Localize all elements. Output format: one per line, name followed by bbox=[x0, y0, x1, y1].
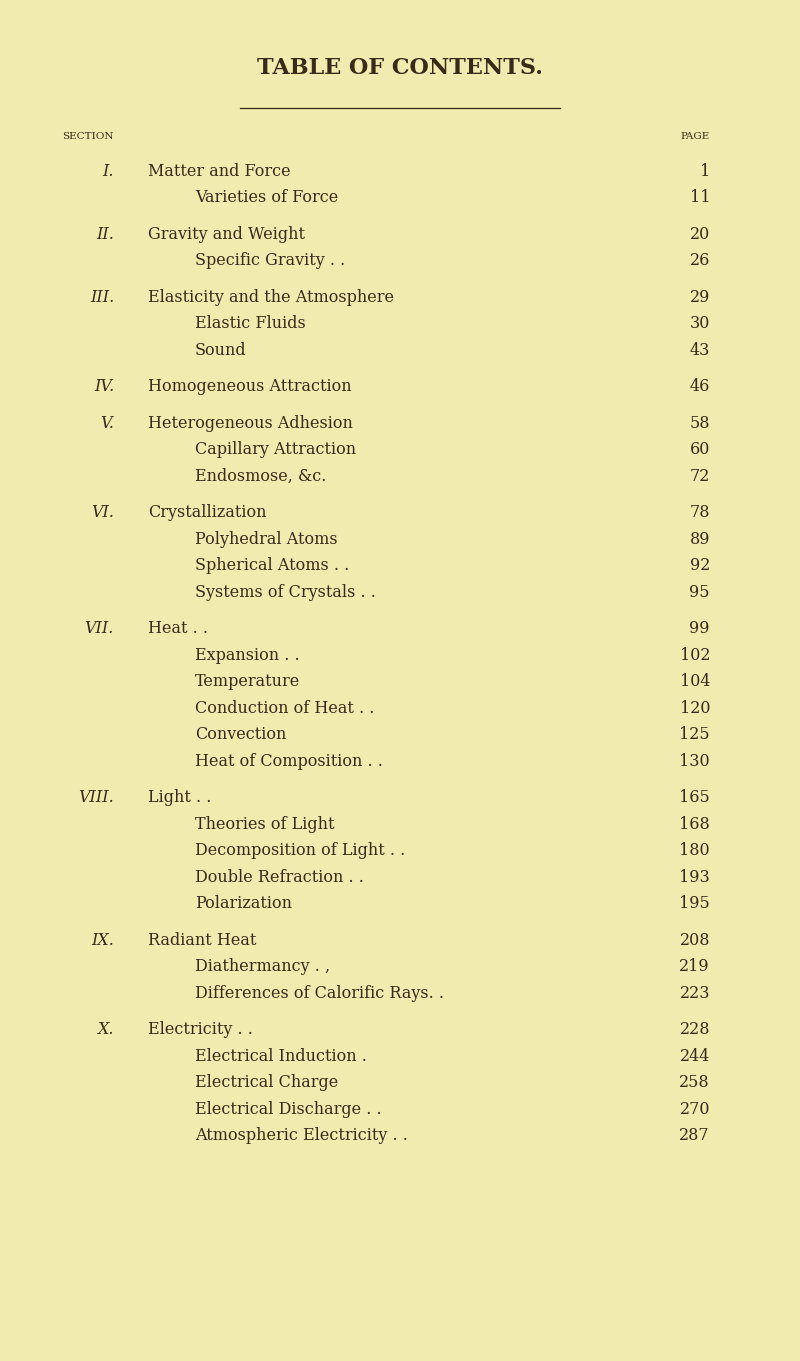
Text: Electrical Discharge . .: Electrical Discharge . . bbox=[195, 1101, 382, 1117]
Text: Atmospheric Electricity . .: Atmospheric Electricity . . bbox=[195, 1127, 408, 1145]
Text: V.: V. bbox=[100, 415, 114, 431]
Text: X.: X. bbox=[98, 1021, 114, 1038]
Text: 1: 1 bbox=[700, 163, 710, 180]
Text: TABLE OF CONTENTS.: TABLE OF CONTENTS. bbox=[257, 57, 543, 79]
Text: 195: 195 bbox=[679, 896, 710, 912]
Text: 244: 244 bbox=[680, 1048, 710, 1064]
Text: Differences of Calorific Rays. .: Differences of Calorific Rays. . bbox=[195, 985, 444, 1002]
Text: 228: 228 bbox=[679, 1021, 710, 1038]
Text: Homogeneous Attraction: Homogeneous Attraction bbox=[148, 378, 352, 395]
Text: 180: 180 bbox=[679, 842, 710, 859]
Text: Gravity and Weight: Gravity and Weight bbox=[148, 226, 305, 242]
Text: 219: 219 bbox=[679, 958, 710, 976]
Text: VI.: VI. bbox=[91, 504, 114, 521]
Text: Temperature: Temperature bbox=[195, 674, 300, 690]
Text: 60: 60 bbox=[690, 441, 710, 459]
Text: 30: 30 bbox=[690, 316, 710, 332]
Text: 11: 11 bbox=[690, 189, 710, 207]
Text: Theories of Light: Theories of Light bbox=[195, 815, 334, 833]
Text: 120: 120 bbox=[679, 700, 710, 717]
Text: Radiant Heat: Radiant Heat bbox=[148, 932, 256, 949]
Text: Polyhedral Atoms: Polyhedral Atoms bbox=[195, 531, 338, 547]
Text: 125: 125 bbox=[679, 727, 710, 743]
Text: Polarization: Polarization bbox=[195, 896, 292, 912]
Text: Heat . .: Heat . . bbox=[148, 621, 208, 637]
Text: Elastic Fluids: Elastic Fluids bbox=[195, 316, 306, 332]
Text: Heat of Composition . .: Heat of Composition . . bbox=[195, 753, 383, 770]
Text: I.: I. bbox=[102, 163, 114, 180]
Text: 43: 43 bbox=[690, 342, 710, 359]
Text: VII.: VII. bbox=[85, 621, 114, 637]
Text: 99: 99 bbox=[690, 621, 710, 637]
Text: 29: 29 bbox=[690, 289, 710, 306]
Text: II.: II. bbox=[96, 226, 114, 242]
Text: 20: 20 bbox=[690, 226, 710, 242]
Text: 104: 104 bbox=[679, 674, 710, 690]
Text: 165: 165 bbox=[679, 789, 710, 806]
Text: 223: 223 bbox=[679, 985, 710, 1002]
Text: 287: 287 bbox=[679, 1127, 710, 1145]
Text: Heterogeneous Adhesion: Heterogeneous Adhesion bbox=[148, 415, 353, 431]
Text: Capillary Attraction: Capillary Attraction bbox=[195, 441, 356, 459]
Text: Matter and Force: Matter and Force bbox=[148, 163, 290, 180]
Text: PAGE: PAGE bbox=[681, 132, 710, 140]
Text: SECTION: SECTION bbox=[62, 132, 114, 140]
Text: Convection: Convection bbox=[195, 727, 286, 743]
Text: Specific Gravity . .: Specific Gravity . . bbox=[195, 252, 346, 269]
Text: Systems of Crystals . .: Systems of Crystals . . bbox=[195, 584, 376, 600]
Text: Conduction of Heat . .: Conduction of Heat . . bbox=[195, 700, 374, 717]
Text: IX.: IX. bbox=[91, 932, 114, 949]
Text: Elasticity and the Atmosphere: Elasticity and the Atmosphere bbox=[148, 289, 394, 306]
Text: Crystallization: Crystallization bbox=[148, 504, 266, 521]
Text: 168: 168 bbox=[679, 815, 710, 833]
Text: IV.: IV. bbox=[94, 378, 114, 395]
Text: III.: III. bbox=[90, 289, 114, 306]
Text: 46: 46 bbox=[690, 378, 710, 395]
Text: Electricity . .: Electricity . . bbox=[148, 1021, 253, 1038]
Text: Endosmose, &c.: Endosmose, &c. bbox=[195, 468, 326, 485]
Text: 89: 89 bbox=[690, 531, 710, 547]
Text: VIII.: VIII. bbox=[78, 789, 114, 806]
Text: Double Refraction . .: Double Refraction . . bbox=[195, 868, 364, 886]
Text: Electrical Charge: Electrical Charge bbox=[195, 1074, 338, 1092]
Text: Spherical Atoms . .: Spherical Atoms . . bbox=[195, 557, 350, 574]
Text: Varieties of Force: Varieties of Force bbox=[195, 189, 338, 207]
Text: 95: 95 bbox=[690, 584, 710, 600]
Text: 26: 26 bbox=[690, 252, 710, 269]
Text: Electrical Induction .: Electrical Induction . bbox=[195, 1048, 367, 1064]
Text: Diathermancy . ,: Diathermancy . , bbox=[195, 958, 330, 976]
Text: 102: 102 bbox=[679, 646, 710, 664]
Text: Expansion . .: Expansion . . bbox=[195, 646, 300, 664]
Text: 130: 130 bbox=[679, 753, 710, 770]
Text: Light . .: Light . . bbox=[148, 789, 211, 806]
Text: 193: 193 bbox=[679, 868, 710, 886]
Text: 58: 58 bbox=[690, 415, 710, 431]
Text: 92: 92 bbox=[690, 557, 710, 574]
Text: 78: 78 bbox=[690, 504, 710, 521]
Text: 270: 270 bbox=[679, 1101, 710, 1117]
Text: 208: 208 bbox=[679, 932, 710, 949]
Text: 72: 72 bbox=[690, 468, 710, 485]
Text: 258: 258 bbox=[679, 1074, 710, 1092]
Text: Decomposition of Light . .: Decomposition of Light . . bbox=[195, 842, 406, 859]
Text: Sound: Sound bbox=[195, 342, 246, 359]
